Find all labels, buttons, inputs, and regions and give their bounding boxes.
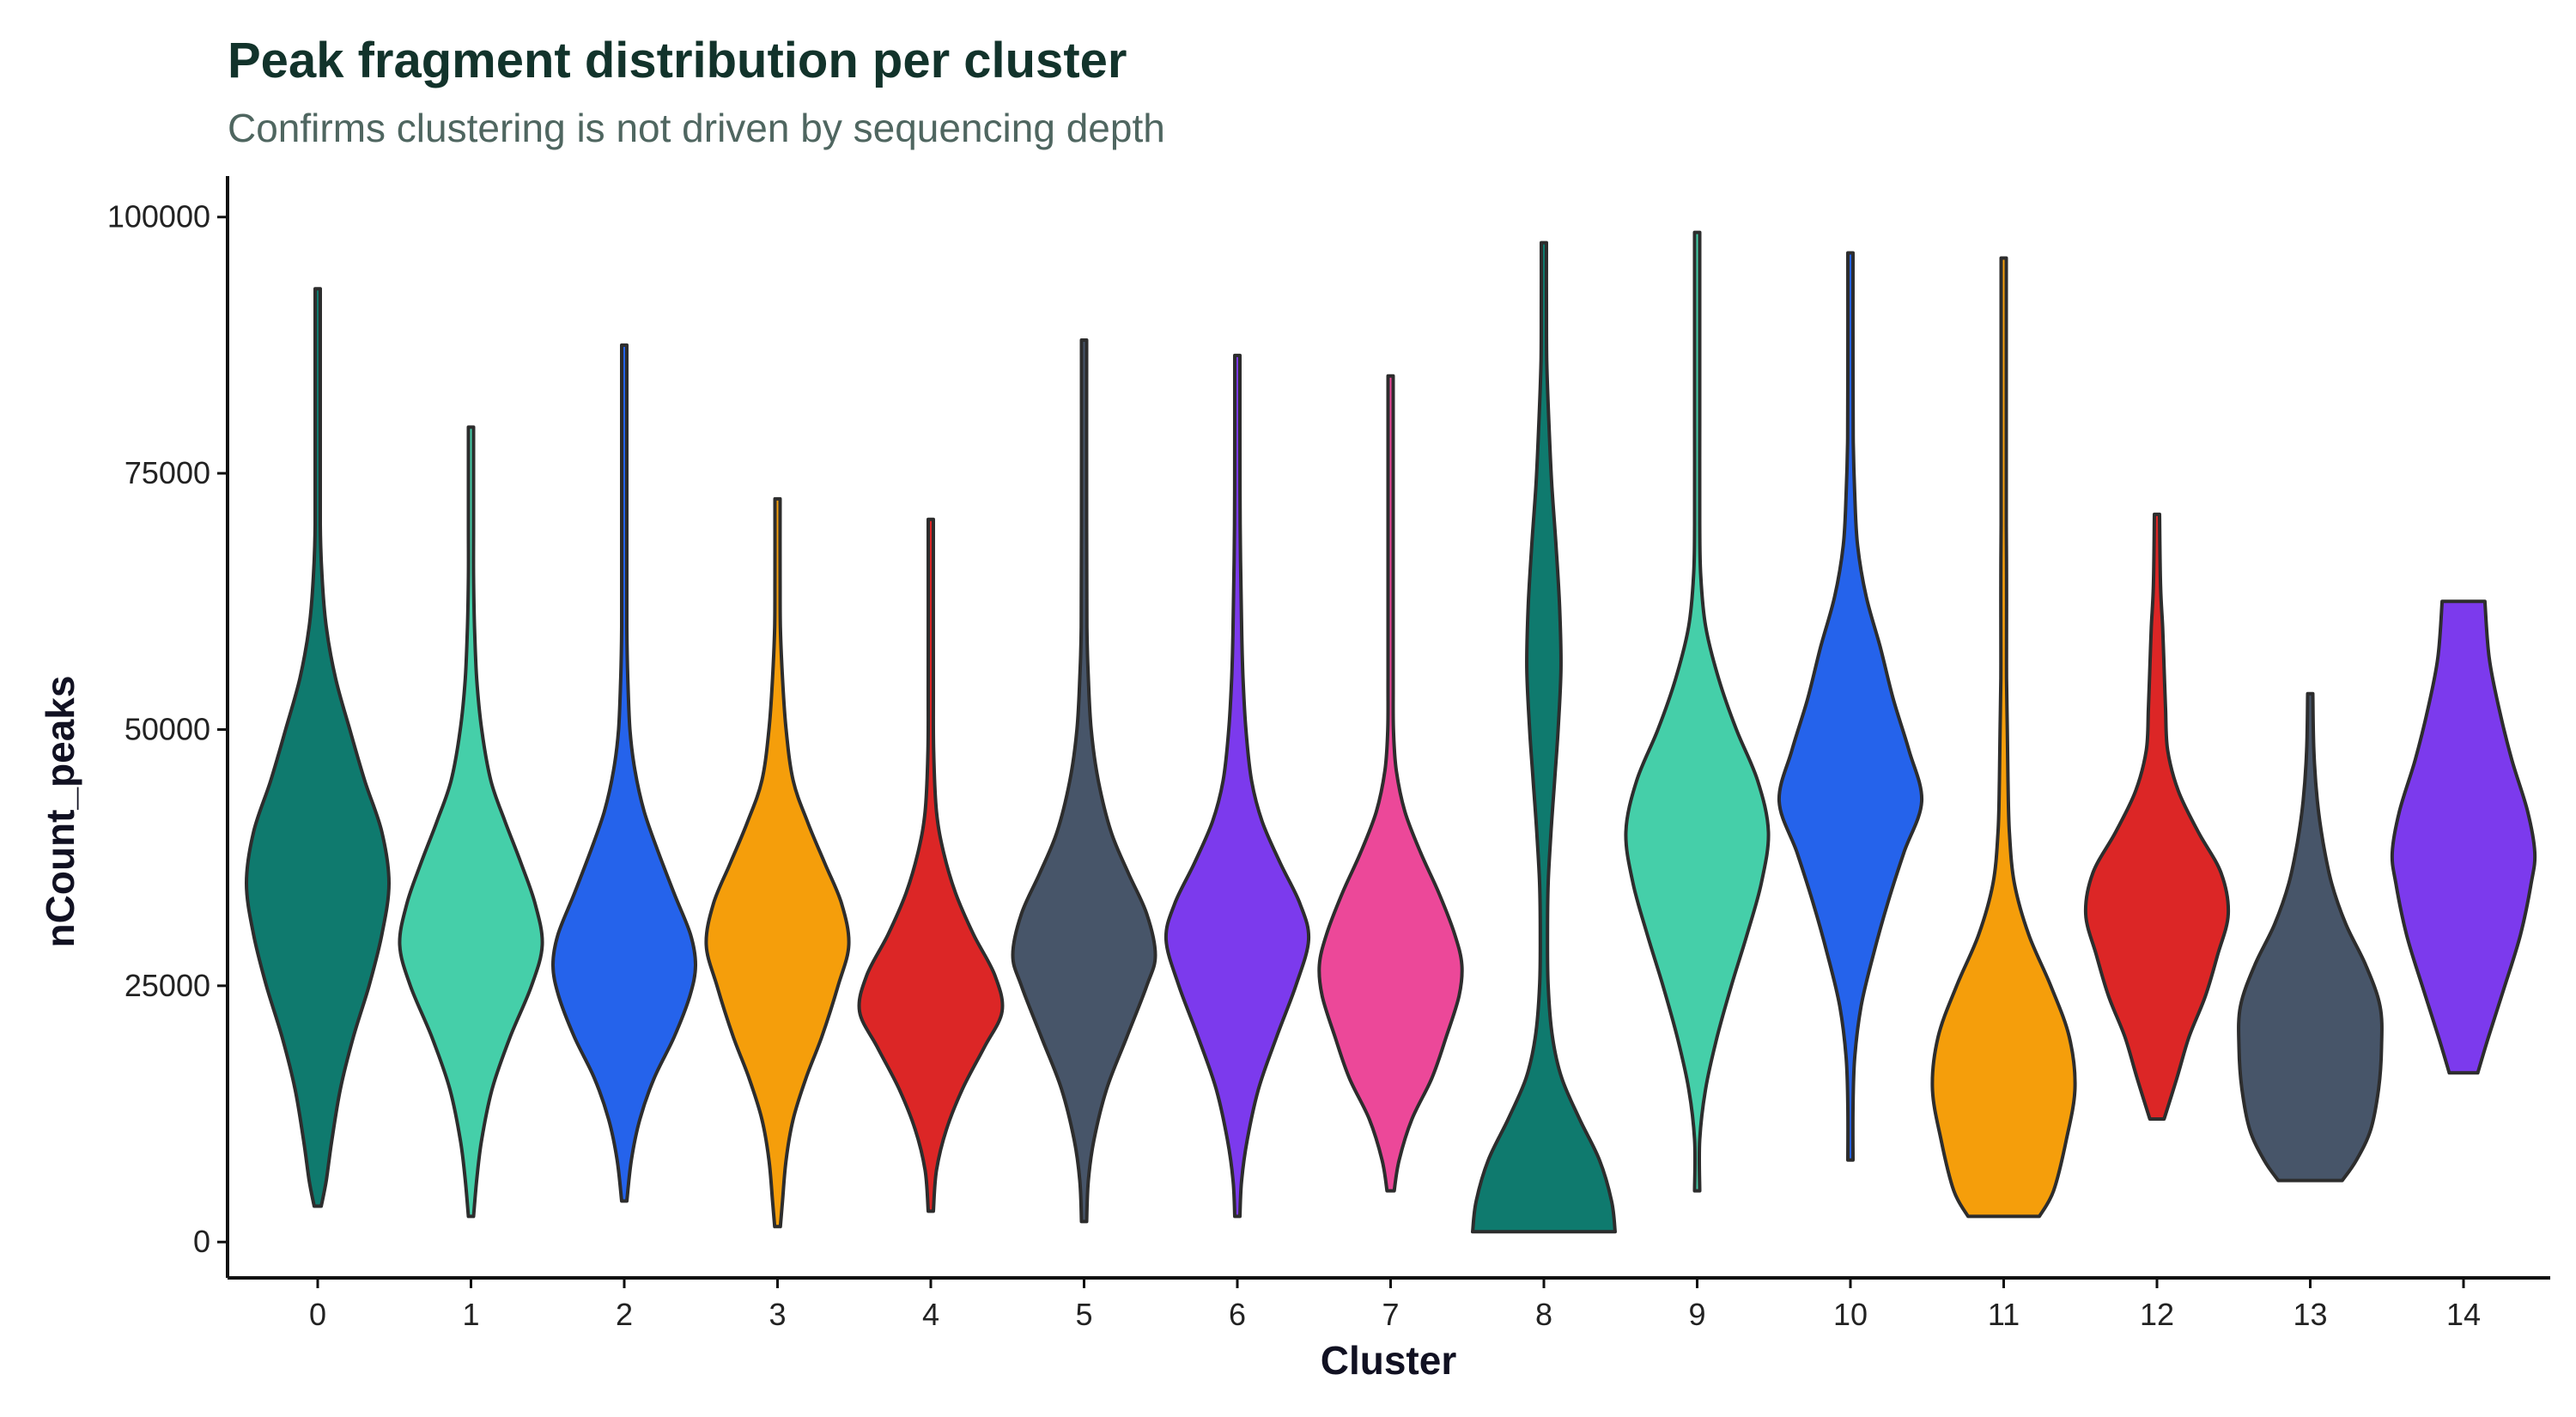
x-tick-label: 5 — [1075, 1297, 1092, 1332]
violin-cluster-9 — [1624, 230, 1771, 1193]
violins — [245, 230, 2537, 1234]
violin-cluster-4 — [857, 517, 1005, 1213]
y-tick-label: 50000 — [125, 711, 210, 746]
violin-cluster-5 — [1011, 338, 1157, 1224]
y-tick-label: 100000 — [107, 199, 210, 234]
violin-cluster-14 — [2390, 599, 2537, 1075]
violin-cluster-12 — [2083, 512, 2231, 1121]
violin-cluster-7 — [1317, 374, 1464, 1193]
violin-cluster-6 — [1163, 353, 1311, 1219]
x-tick-label: 11 — [1988, 1297, 2020, 1332]
x-tick-label: 3 — [769, 1297, 786, 1332]
chart-subtitle: Confirms clustering is not driven by seq… — [228, 106, 1165, 150]
y-axis: 0 25000 50000 75000 100000 — [107, 176, 229, 1278]
y-tick-label: 75000 — [125, 455, 210, 490]
x-tick-label: 2 — [616, 1297, 633, 1332]
chart-title: Peak fragment distribution per cluster — [228, 33, 1127, 88]
x-tick-label: 6 — [1229, 1297, 1246, 1332]
x-tick-label: 1 — [462, 1297, 479, 1332]
x-tick-label: 4 — [922, 1297, 939, 1332]
violin-cluster-11 — [1930, 256, 2077, 1219]
x-tick-label: 12 — [2140, 1297, 2174, 1332]
y-tick-label: 25000 — [125, 968, 210, 1003]
x-tick-label: 10 — [1833, 1297, 1868, 1332]
x-axis: 0 1 2 3 4 5 6 7 8 9 10 11 12 13 14 — [228, 1276, 2550, 1332]
violin-cluster-1 — [398, 425, 544, 1219]
violin-cluster-2 — [550, 343, 698, 1203]
violin-cluster-3 — [704, 496, 851, 1229]
y-tick-label: 0 — [193, 1224, 210, 1259]
x-tick-label: 0 — [309, 1297, 326, 1332]
x-tick-label: 8 — [1535, 1297, 1552, 1332]
x-tick-label: 13 — [2293, 1297, 2327, 1332]
x-axis-title: Cluster — [1321, 1338, 1457, 1383]
violin-cluster-13 — [2237, 691, 2384, 1183]
violin-cluster-10 — [1777, 251, 1924, 1162]
violin-cluster-0 — [245, 287, 391, 1208]
y-axis-title: nCount_peaks — [38, 676, 82, 948]
violin-cluster-8 — [1471, 240, 1617, 1234]
x-tick-label: 14 — [2446, 1297, 2481, 1332]
x-tick-label: 9 — [1688, 1297, 1705, 1332]
x-tick-label: 7 — [1382, 1297, 1399, 1332]
